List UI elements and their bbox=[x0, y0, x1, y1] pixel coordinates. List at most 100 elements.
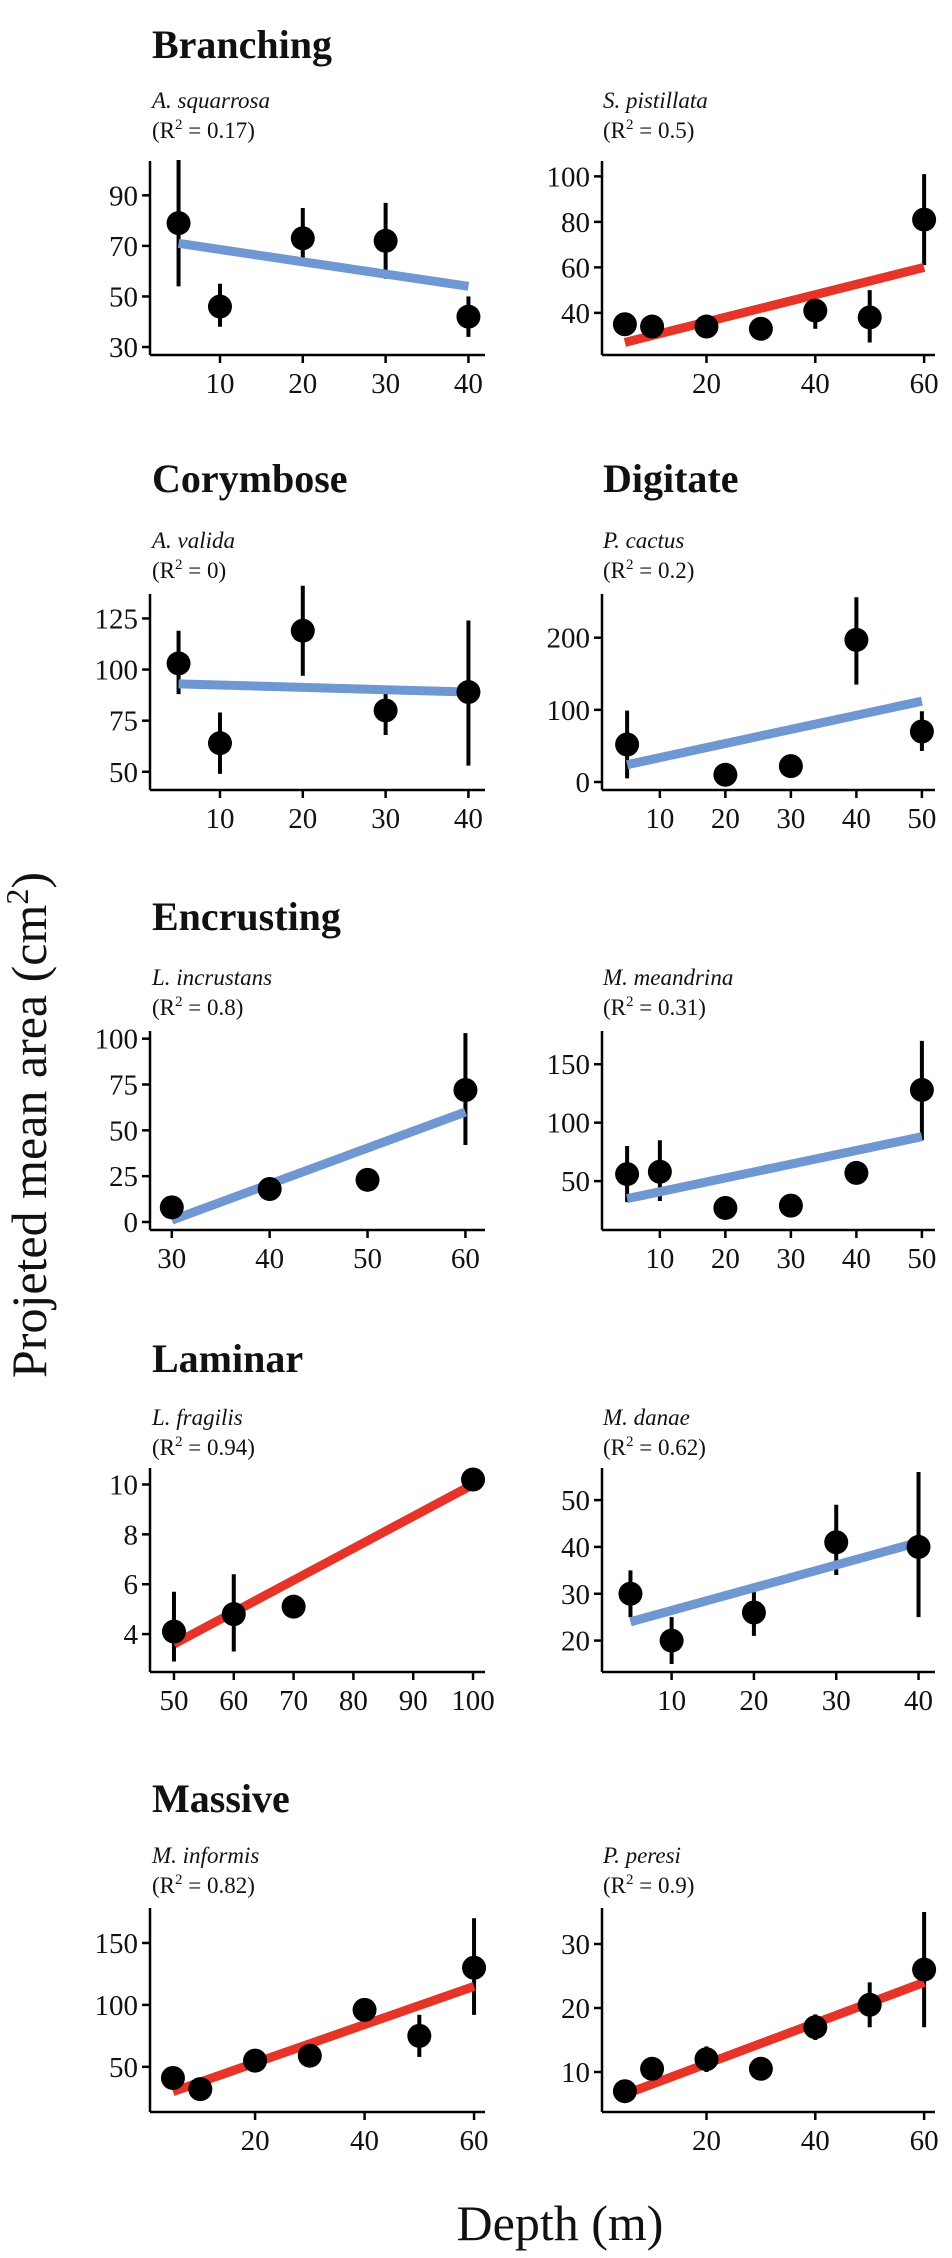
data-point bbox=[640, 314, 665, 339]
data-point bbox=[355, 1167, 380, 1192]
data-point bbox=[748, 2056, 773, 2081]
x-tick-label: 20 bbox=[241, 2125, 270, 2157]
y-tick-label: 10 bbox=[109, 1469, 138, 1501]
data-point bbox=[803, 298, 828, 323]
y-tick-label: 150 bbox=[547, 1049, 591, 1081]
fit-line bbox=[171, 1982, 476, 2096]
r2-label-prefix: (R bbox=[152, 995, 176, 1020]
r2-label-superscript: 2 bbox=[175, 1872, 183, 1888]
x-tick-label: 90 bbox=[399, 1685, 428, 1717]
x-tick-label: 20 bbox=[692, 368, 721, 400]
y-tick-label: 50 bbox=[561, 1485, 590, 1517]
fit-line bbox=[626, 1132, 923, 1204]
y-tick-label: 75 bbox=[109, 706, 138, 738]
r2-label-value: = 0.9) bbox=[634, 1873, 695, 1898]
species-label: M. danae bbox=[602, 1405, 690, 1430]
r2-label-superscript: 2 bbox=[175, 994, 183, 1010]
x-tick-label: 50 bbox=[159, 1685, 188, 1717]
panel-m-danae: M. danae (R2 = 0.62) 20 30 40 50 10 20 30 40 bbox=[561, 1405, 935, 1717]
data-point bbox=[741, 1600, 766, 1625]
data-point bbox=[844, 627, 869, 652]
r2-label: (R2 = 0.17) bbox=[152, 117, 255, 143]
data-point bbox=[647, 1159, 672, 1184]
x-tick-label: 20 bbox=[739, 1685, 768, 1717]
r2-label-superscript: 2 bbox=[626, 1434, 634, 1450]
data-point bbox=[297, 2043, 322, 2068]
r2-label-prefix: (R bbox=[603, 558, 627, 583]
y-tick-label: 100 bbox=[547, 695, 591, 727]
x-tick-label: 30 bbox=[776, 803, 805, 835]
r2-label-superscript: 2 bbox=[175, 557, 183, 573]
r2-label-value: = 0.82) bbox=[183, 1873, 255, 1898]
x-tick-label: 10 bbox=[205, 368, 234, 400]
y-tick-label: 100 bbox=[95, 655, 139, 687]
data-point bbox=[462, 1955, 487, 1980]
r2-label: (R2 = 0.31) bbox=[603, 994, 706, 1020]
y-tick-label: 75 bbox=[109, 1070, 138, 1102]
panel-a-valida: A. valida (R2 = 0) 50 75 100 125 10 20 30 40 bbox=[95, 528, 485, 835]
x-tick-label: 40 bbox=[454, 803, 483, 835]
x-tick-label: 30 bbox=[822, 1685, 851, 1717]
r2-label: (R2 = 0.8) bbox=[152, 994, 243, 1020]
r2-label-superscript: 2 bbox=[626, 1872, 634, 1888]
data-point bbox=[207, 294, 232, 319]
x-tick-label: 10 bbox=[205, 803, 234, 835]
x-tick-label: 60 bbox=[451, 1243, 480, 1275]
data-point bbox=[290, 618, 315, 643]
x-axis-label: Depth (m) bbox=[457, 2195, 664, 2251]
x-tick-label: 40 bbox=[842, 1243, 871, 1275]
x-tick-label: 60 bbox=[219, 1685, 248, 1717]
x-tick-label: 50 bbox=[907, 803, 936, 835]
panel-m-meandrina: M. meandrina (R2 = 0.31) 50 100 150 10 20 30 40 5… bbox=[547, 965, 937, 1275]
r2-label-prefix: (R bbox=[603, 995, 627, 1020]
x-tick-label: 20 bbox=[711, 1243, 740, 1275]
x-tick-label: 60 bbox=[910, 368, 939, 400]
data-point bbox=[188, 2077, 213, 2102]
data-point bbox=[618, 1581, 643, 1606]
data-point bbox=[243, 2048, 268, 2073]
fit-line bbox=[170, 1107, 467, 1225]
r2-label-prefix: (R bbox=[152, 558, 176, 583]
data-point bbox=[694, 2047, 719, 2072]
y-tick-label: 4 bbox=[124, 1619, 139, 1651]
species-label: A. squarrosa bbox=[150, 88, 270, 113]
data-point bbox=[207, 731, 232, 756]
y-tick-label: 90 bbox=[109, 180, 138, 212]
y-tick-label: 0 bbox=[576, 767, 591, 799]
y-tick-label: 100 bbox=[95, 1024, 139, 1056]
r2-label-superscript: 2 bbox=[626, 117, 634, 133]
r2-label: (R2 = 0.82) bbox=[152, 1872, 255, 1898]
species-label: S. pistillata bbox=[603, 88, 708, 113]
y-tick-label: 50 bbox=[109, 1115, 138, 1147]
x-tick-label: 20 bbox=[288, 803, 317, 835]
species-label: L. incrustans bbox=[151, 965, 272, 990]
y-tick-label: 40 bbox=[561, 1532, 590, 1564]
y-tick-label: 50 bbox=[109, 757, 138, 789]
r2-label-prefix: (R bbox=[603, 118, 627, 143]
y-axis-label-close: ) bbox=[1, 872, 57, 889]
y-tick-label: 100 bbox=[547, 161, 591, 193]
data-point bbox=[748, 316, 773, 341]
data-point bbox=[257, 1177, 282, 1201]
data-point bbox=[857, 1992, 882, 2017]
r2-label: (R2 = 0.94) bbox=[152, 1434, 255, 1460]
x-tick-label: 60 bbox=[460, 2125, 489, 2157]
x-tick-label: 30 bbox=[371, 803, 400, 835]
data-point bbox=[909, 1077, 934, 1102]
panel-l-fragilis: L. fragilis (R2 = 0.94) 4 6 8 10 50 60 70 80 90 100 bbox=[109, 1405, 495, 1717]
data-point bbox=[290, 226, 315, 251]
panel-p-peresi: P. peresi (R2 = 0.9) 10 20 30 20 40 60 bbox=[561, 1843, 939, 2157]
y-tick-label: 50 bbox=[561, 1166, 590, 1198]
r2-label: (R2 = 0.2) bbox=[603, 557, 694, 583]
x-tick-label: 70 bbox=[279, 1685, 308, 1717]
x-tick-label: 40 bbox=[454, 368, 483, 400]
r2-label-prefix: (R bbox=[152, 1435, 176, 1460]
group-title-laminar: Laminar bbox=[152, 1336, 303, 1381]
y-tick-label: 30 bbox=[109, 332, 138, 364]
y-tick-label: 20 bbox=[561, 1626, 590, 1658]
data-point bbox=[373, 698, 398, 723]
fit-line bbox=[178, 679, 469, 697]
r2-label-prefix: (R bbox=[152, 118, 176, 143]
data-point bbox=[713, 762, 738, 787]
